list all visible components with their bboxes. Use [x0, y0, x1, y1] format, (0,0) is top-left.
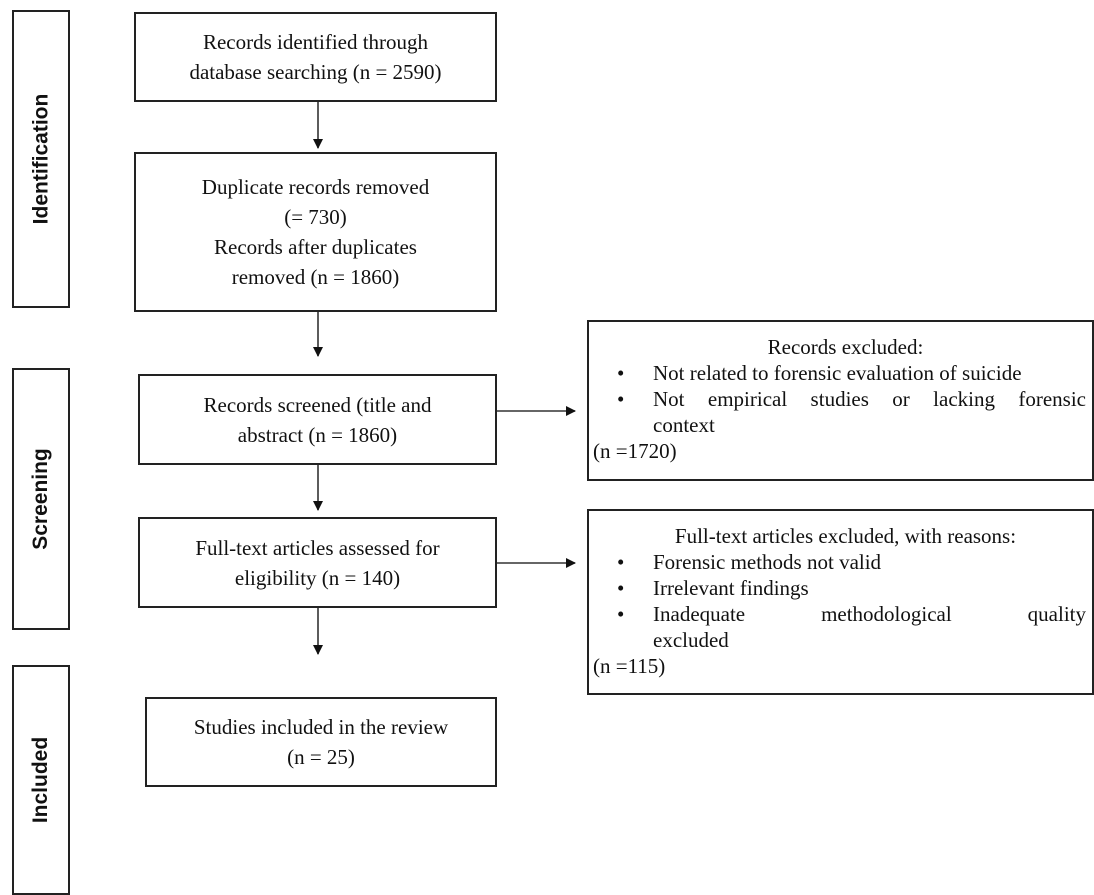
exclusion-count: (n =115) — [593, 654, 666, 678]
exclusion-reason: Not related to forensic evaluation of su… — [605, 360, 1086, 386]
box-duplicates-removed: Duplicate records removed (= 730) Record… — [134, 152, 497, 312]
exclusion-reason: Forensic methods not valid — [605, 549, 1086, 575]
exclusion-heading: Full-text articles excluded, with reason… — [674, 524, 1017, 548]
box-line: Records identified through — [202, 30, 429, 54]
stage-screening: Screening — [12, 368, 70, 630]
stage-identification: Identification — [12, 10, 70, 308]
exclusion-reason-line: context — [653, 413, 715, 437]
box-line: abstract (n = 1860) — [237, 422, 398, 447]
box-line: Duplicate records removed — [201, 175, 430, 199]
exclusion-reason: Not empirical studies or lacking forensi… — [605, 386, 1086, 438]
box-records-identified: Records identified through database sear… — [134, 12, 497, 102]
exclusion-reason: Inadequate methodological quality exclud… — [605, 601, 1086, 653]
box-line: Records screened (title and — [203, 392, 432, 417]
exclusion-reason-line: Inadequate methodological quality — [653, 602, 1086, 626]
exclusion-count: (n =1720) — [593, 439, 677, 463]
box-records-excluded: Records excluded: Not related to forensi… — [587, 320, 1094, 481]
exclusion-reason-line: Not empirical studies or lacking forensi… — [653, 387, 1086, 411]
box-line: eligibility (n = 140) — [234, 565, 401, 590]
box-fulltext-assessed: Full-text articles assessed for eligibil… — [138, 517, 497, 608]
box-line: (n = 25) — [287, 745, 355, 769]
exclusion-heading: Records excluded: — [767, 335, 924, 359]
exclusion-reason-line: excluded — [653, 628, 729, 652]
exclusion-reasons: Forensic methods not valid Irrelevant fi… — [605, 549, 1086, 653]
box-line: Studies included in the review — [193, 715, 449, 739]
box-line: Records after duplicates — [214, 235, 417, 259]
box-line: removed (n = 1860) — [231, 265, 400, 289]
box-studies-included: Studies included in the review (n = 25) — [145, 697, 497, 787]
box-records-screened: Records screened (title and abstract (n … — [138, 374, 497, 465]
exclusion-reasons: Not related to forensic evaluation of su… — [605, 360, 1086, 438]
box-line: Full-text articles assessed for — [195, 535, 440, 560]
box-line: database searching (n = 2590) — [189, 60, 442, 84]
box-fulltext-excluded: Full-text articles excluded, with reason… — [587, 509, 1094, 695]
box-line: (= 730) — [284, 205, 347, 229]
exclusion-reason: Irrelevant findings — [605, 575, 1086, 601]
